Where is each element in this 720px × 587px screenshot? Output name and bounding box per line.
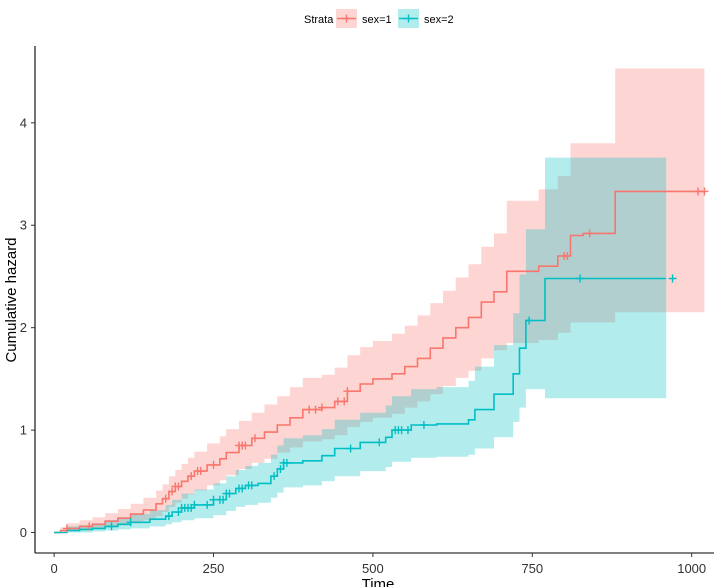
legend-key-1-label: sex=1 bbox=[362, 14, 392, 26]
series-2-censor-mark bbox=[525, 316, 534, 325]
y-tick-label: 2 bbox=[20, 320, 27, 335]
legend: Strata sex=1 sex=2 bbox=[304, 9, 454, 28]
legend-key-2-label: sex=2 bbox=[424, 14, 454, 26]
series-1-censor-mark bbox=[700, 187, 709, 196]
series-2-censor-mark bbox=[403, 426, 412, 435]
series-2-censor-mark bbox=[346, 444, 355, 453]
series-2-censor-mark bbox=[238, 484, 247, 493]
series-2-censor-mark bbox=[174, 508, 183, 517]
series-1-censor-mark bbox=[317, 403, 326, 412]
series-2-censor-mark bbox=[247, 481, 256, 490]
series-2-confidence-band bbox=[54, 157, 667, 533]
y-tick-label: 1 bbox=[20, 423, 27, 438]
series-1-censor-mark bbox=[168, 487, 177, 496]
series-1-censor-mark bbox=[161, 494, 170, 503]
series-2-censor-mark bbox=[126, 518, 135, 527]
series-1-confidence-band bbox=[54, 68, 705, 533]
x-tick-label: 250 bbox=[203, 561, 225, 576]
series-2-censor-mark bbox=[270, 472, 279, 481]
series-1-censor-mark bbox=[196, 467, 205, 476]
series-1-censor-mark bbox=[209, 460, 218, 469]
legend-title: Strata bbox=[304, 14, 334, 26]
series-2-censor-mark bbox=[375, 438, 384, 447]
series-1-censor-mark bbox=[585, 229, 594, 238]
series-1-censor-mark bbox=[343, 387, 352, 396]
y-ticks: 0 1 2 3 4 bbox=[20, 115, 35, 540]
y-tick-label: 3 bbox=[20, 218, 27, 233]
axes bbox=[34, 46, 714, 554]
x-tick-label: 500 bbox=[362, 561, 384, 576]
x-tick-label: 1000 bbox=[677, 561, 706, 576]
series-2-censor-mark bbox=[219, 495, 228, 504]
series-2-censor-mark bbox=[282, 458, 291, 467]
y-tick-label: 0 bbox=[20, 525, 27, 540]
series-2-censor-mark bbox=[107, 522, 116, 531]
x-ticks: 0 250 500 750 1000 bbox=[51, 553, 706, 576]
confidence-ribbons bbox=[54, 68, 705, 533]
series-2-censor-mark bbox=[164, 512, 173, 521]
series-2-censor-mark bbox=[668, 274, 677, 283]
series-2-censor-mark bbox=[190, 500, 199, 509]
series-1-censor-mark bbox=[187, 472, 196, 481]
series-1-censor-mark bbox=[174, 482, 183, 491]
series-1-censor-mark bbox=[311, 405, 320, 414]
x-tick-label: 750 bbox=[521, 561, 543, 576]
y-axis-title: Cumulative hazard bbox=[3, 237, 20, 362]
series-1-censor-mark bbox=[85, 522, 94, 531]
legend-key-2-censor-mark bbox=[404, 14, 413, 23]
x-tick-label: 0 bbox=[51, 561, 58, 576]
series-1-hazard-line bbox=[54, 190, 705, 534]
series-2-censor-mark bbox=[225, 489, 234, 498]
series-1-censor-mark bbox=[241, 441, 250, 450]
series-1-censor-mark bbox=[340, 397, 349, 406]
series-2-censor-mark bbox=[419, 420, 428, 429]
series-1-censor-mark bbox=[62, 524, 71, 533]
series-2-censor-mark bbox=[576, 274, 585, 283]
series-2-censor-mark bbox=[276, 465, 285, 474]
legend-key-1-censor-mark bbox=[342, 14, 351, 23]
y-tick-label: 4 bbox=[20, 115, 27, 130]
censor-marks bbox=[62, 187, 709, 533]
series-1-censor-mark bbox=[563, 251, 572, 260]
series-1-censor-mark bbox=[250, 434, 259, 443]
series-2-censor-mark bbox=[203, 500, 212, 509]
x-axis-title: Time bbox=[362, 576, 395, 587]
